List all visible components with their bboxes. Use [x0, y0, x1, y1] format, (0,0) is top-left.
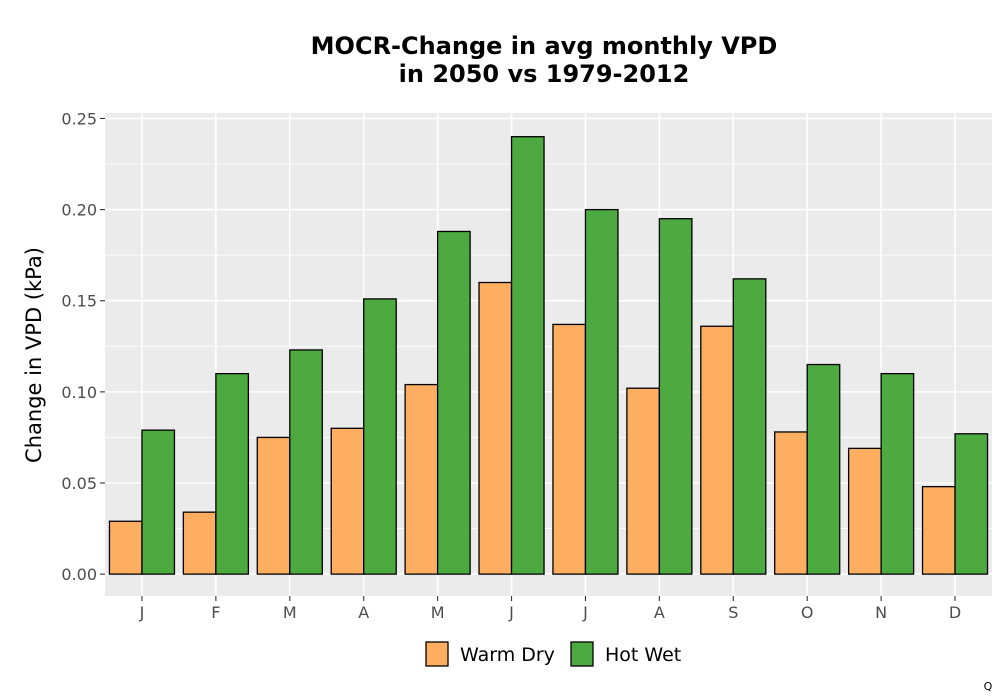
bar-hot-wet	[141, 429, 176, 575]
bar-warm-dry	[847, 447, 882, 575]
plot-panel	[105, 113, 992, 596]
legend: Warm Dry Hot Wet	[425, 641, 681, 667]
corner-mark: Q	[984, 680, 993, 693]
bar-warm-dry	[700, 325, 734, 575]
x-tick-label: A	[358, 603, 369, 622]
y-tick-label: 0.25	[61, 109, 97, 128]
x-tick-label: F	[211, 603, 220, 622]
x-tick-label: J	[508, 603, 514, 622]
bar-hot-wet	[215, 372, 250, 575]
legend-label-warm-dry: Warm Dry	[460, 644, 555, 666]
bar-warm-dry	[330, 427, 365, 575]
bar-warm-dry	[256, 436, 291, 575]
bar-warm-dry	[108, 520, 143, 575]
bar-warm-dry	[626, 387, 661, 575]
legend-swatch-hot-wet	[570, 641, 594, 667]
bar-warm-dry	[182, 511, 217, 575]
bars	[108, 136, 989, 575]
chart-title: MOCR-Change in avg monthly VPD in 2050 v…	[311, 32, 778, 88]
x-tick-label: J	[582, 603, 588, 622]
bar-hot-wet	[363, 298, 397, 575]
x-tick-label: A	[654, 603, 665, 622]
x-tick-label: N	[875, 603, 887, 622]
x-tick-label: J	[139, 603, 145, 622]
y-axis-title: Change in VPD (kPa)	[22, 247, 46, 463]
y-axis-ticks: 0.00 0.05 0.10 0.15 0.20 0.25	[61, 109, 105, 584]
bar-hot-wet	[436, 230, 471, 575]
bar-hot-wet	[732, 278, 767, 575]
y-tick-label: 0.10	[61, 383, 97, 402]
bar-warm-dry	[404, 383, 439, 575]
bar-warm-dry	[552, 323, 587, 575]
bar-hot-wet	[289, 349, 323, 575]
y-tick-label: 0.15	[61, 292, 97, 311]
bar-hot-wet	[658, 218, 693, 575]
bar-hot-wet	[806, 363, 841, 575]
bar-hot-wet	[510, 136, 545, 575]
bar-warm-dry	[478, 281, 513, 575]
bar-hot-wet	[880, 372, 915, 575]
y-tick-label: 0.00	[61, 565, 97, 584]
chart-title-line-1: MOCR-Change in avg monthly VPD	[311, 32, 778, 60]
legend-swatch-warm-dry	[425, 641, 449, 667]
x-tick-label: D	[949, 603, 961, 622]
x-tick-label: S	[728, 603, 738, 622]
legend-label-hot-wet: Hot Wet	[605, 644, 681, 666]
bar-hot-wet	[584, 208, 619, 575]
x-tick-label: M	[283, 603, 297, 622]
x-tick-label: O	[801, 603, 814, 622]
y-tick-label: 0.20	[61, 201, 97, 220]
chart-title-line-2: in 2050 vs 1979-2012	[399, 60, 690, 88]
bar-warm-dry	[774, 431, 808, 575]
x-tick-label: M	[431, 603, 445, 622]
bar-hot-wet	[954, 433, 989, 575]
bar-warm-dry	[921, 485, 956, 575]
y-tick-label: 0.05	[61, 474, 97, 493]
